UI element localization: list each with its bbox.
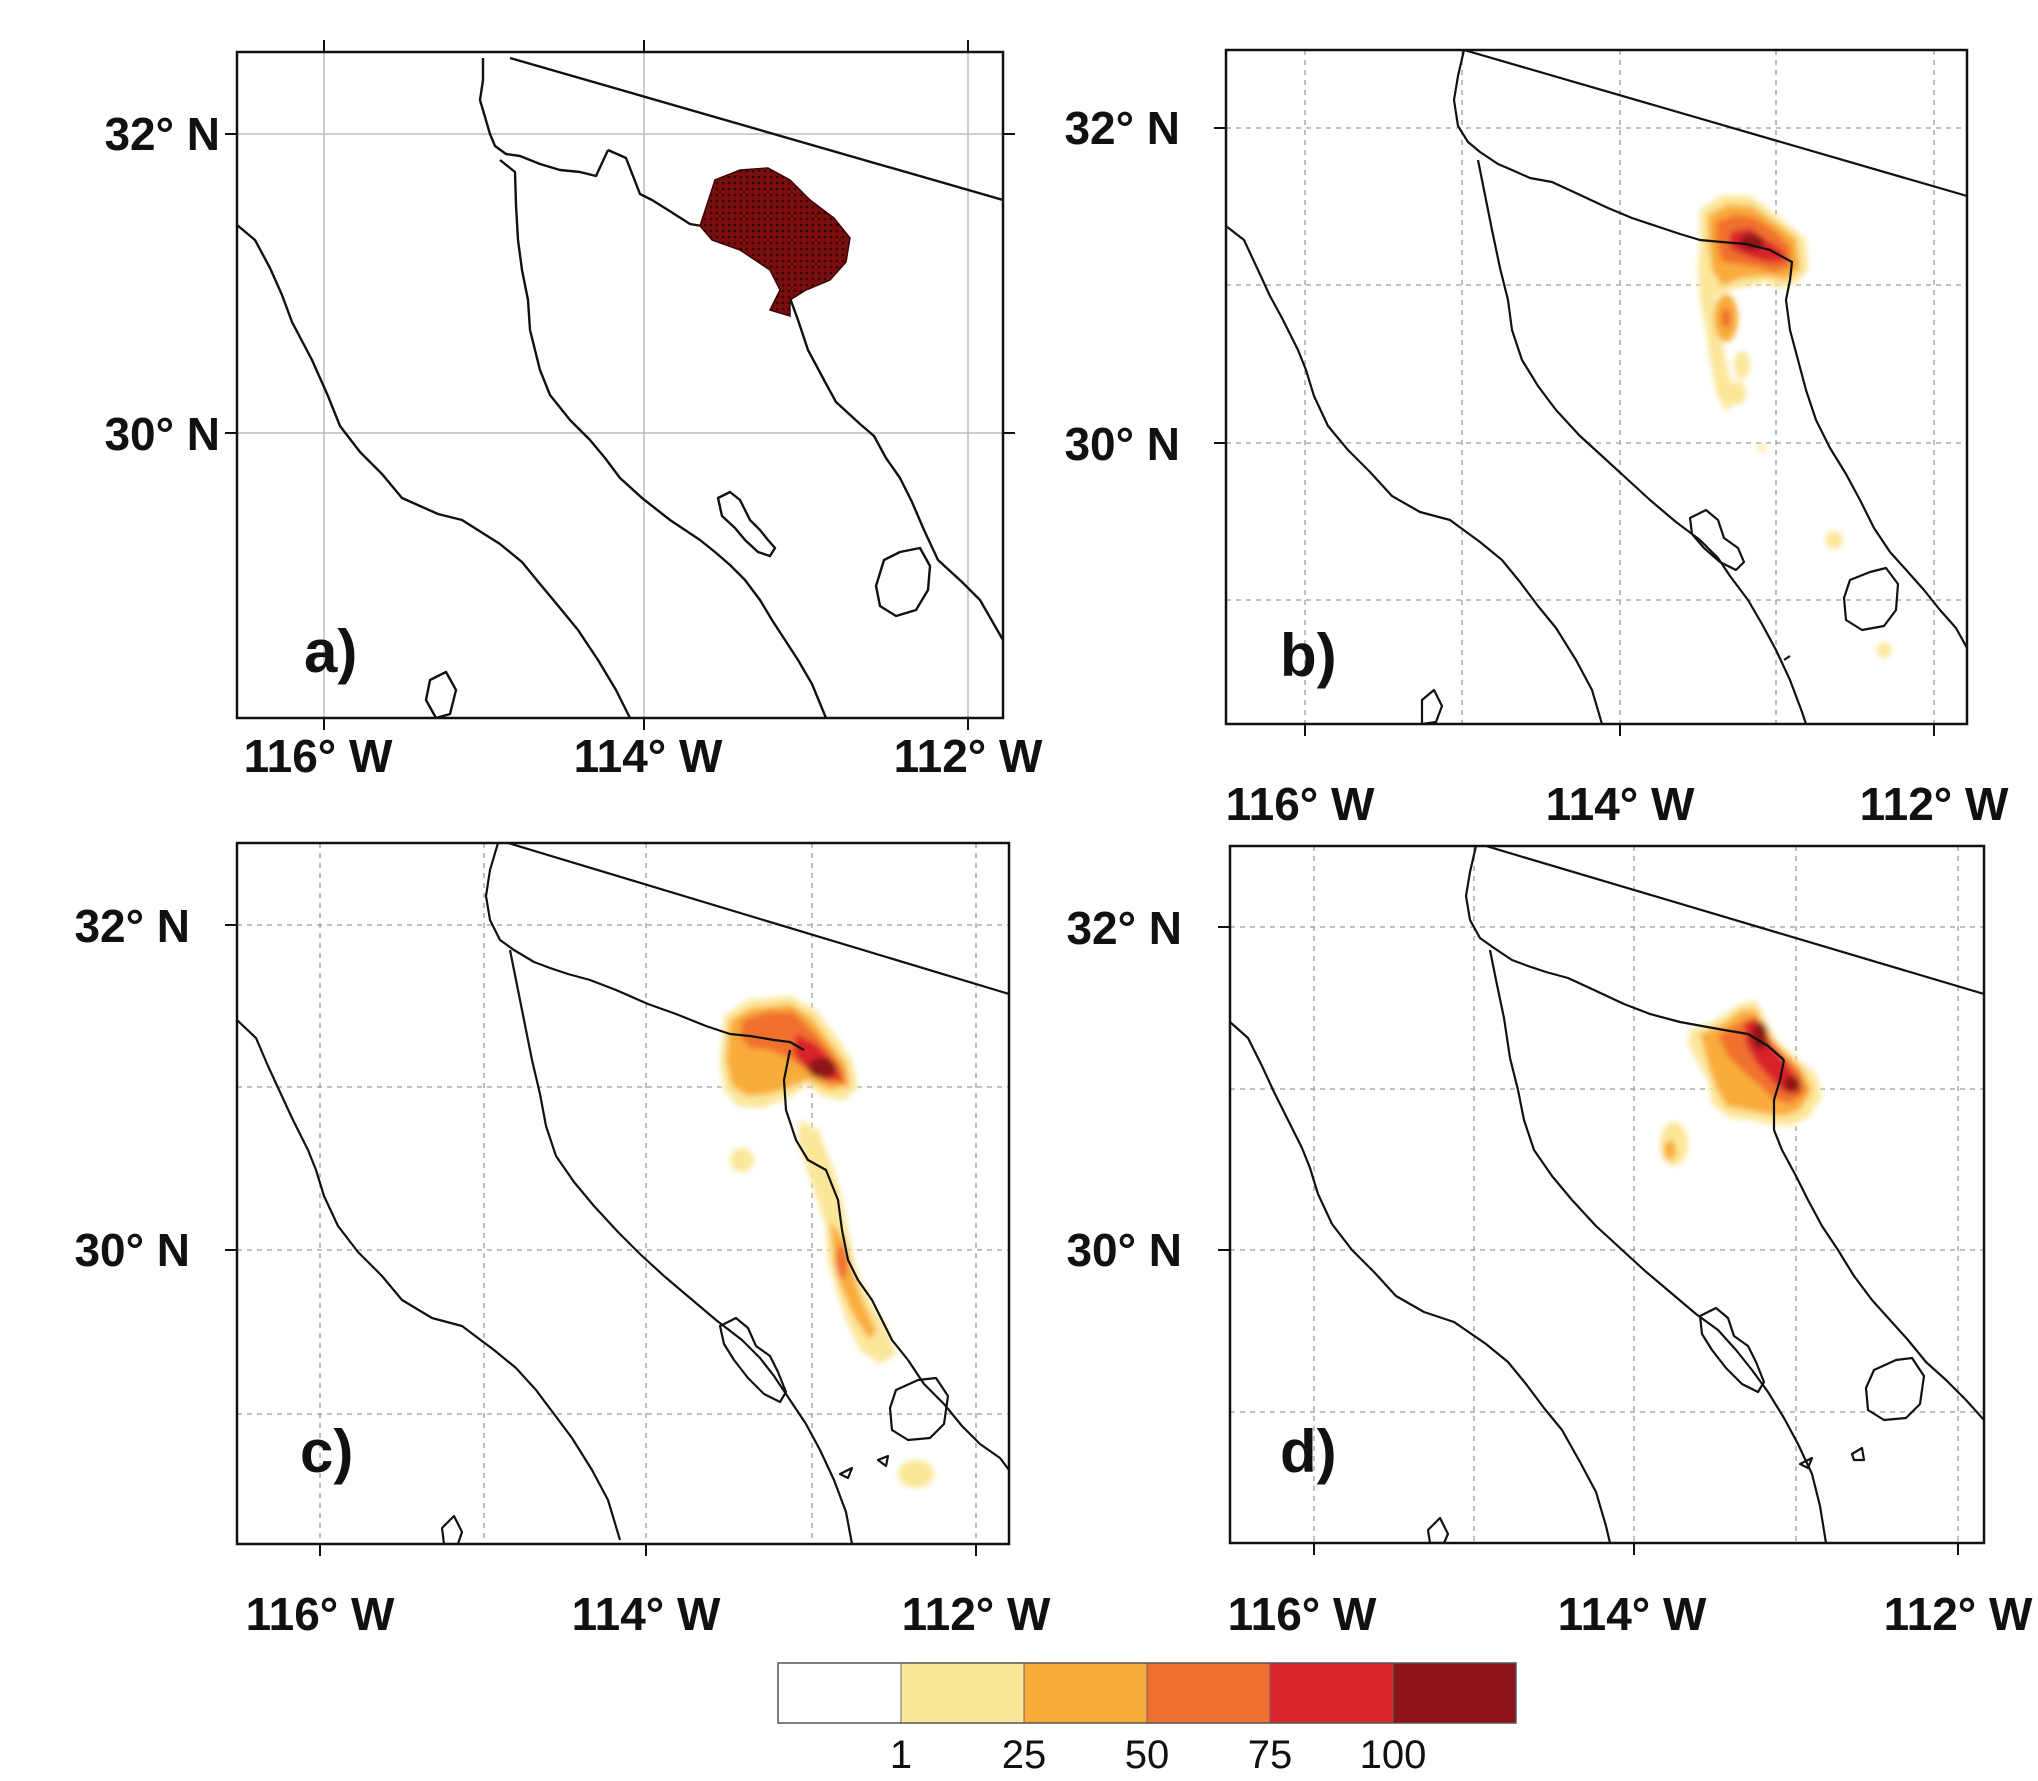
panel-d: 32° N 30° N 116° W 114° W 112° W d): [1066, 844, 2033, 1640]
lat-label-30: 30° N: [1064, 418, 1180, 470]
grid-a: [237, 52, 1003, 718]
grid-c: [237, 843, 1009, 1544]
map-frame-c: [235, 841, 1011, 1546]
panel-label-d: d): [1280, 1418, 1337, 1485]
colorbar-swatch: [1269, 1662, 1394, 1724]
map-frame-b: [1224, 48, 1969, 726]
lat-label-32: 32° N: [74, 900, 190, 952]
ticks-b: [1214, 127, 1935, 736]
lon-label-112: 112° W: [1860, 778, 2009, 830]
coastline-b: [1226, 50, 1967, 724]
lon-label-114: 114° W: [574, 730, 723, 782]
burned-area-b: [1698, 195, 1891, 658]
panel-b: 32° N 30° N 116° W 114° W 112° W b): [1064, 48, 2009, 830]
ticks-a: [225, 40, 1015, 730]
lon-label-112: 112° W: [894, 730, 1043, 782]
panel-a: 32° N 30° N 116° W 114° W 112° W a): [104, 40, 1043, 782]
burned-area-d: [1660, 1000, 1822, 1166]
colorbar-tick-75: 75: [1248, 1733, 1293, 1777]
lat-label-30: 30° N: [74, 1224, 190, 1276]
grid-b: [1226, 50, 1967, 724]
colorbar: 1 25 50 75 100: [777, 1662, 1517, 1777]
lat-label-30: 30° N: [104, 408, 220, 460]
colorbar-tick-1: 1: [890, 1733, 912, 1777]
lon-label-116: 116° W: [1228, 1588, 1377, 1640]
lon-label-112: 112° W: [902, 1588, 1051, 1640]
coastline-c: [237, 843, 1009, 1544]
colorbar-swatch: [1023, 1662, 1148, 1724]
lon-label-114: 114° W: [1558, 1588, 1707, 1640]
lat-label-32: 32° N: [1064, 102, 1180, 154]
colorbar-swatch: [1146, 1662, 1271, 1724]
colorbar-swatch: [777, 1662, 902, 1724]
lon-label-114: 114° W: [572, 1588, 721, 1640]
fire-perimeter: [699, 167, 851, 318]
panel-label-a: a): [304, 618, 357, 685]
lon-label-116: 116° W: [246, 1588, 395, 1640]
coastline-d: [1230, 846, 1984, 1543]
map-frame-a: [235, 50, 1005, 720]
panel-label-b: b): [1280, 622, 1337, 689]
coastline-a: [237, 56, 1003, 718]
lon-label-112: 112° W: [1884, 1588, 2033, 1640]
lat-label-30: 30° N: [1066, 1224, 1182, 1276]
colorbar-swatch: [1392, 1662, 1517, 1724]
colorbar-tick-25: 25: [1002, 1733, 1047, 1777]
lon-label-116: 116° W: [1226, 778, 1375, 830]
map-frame-d: [1228, 844, 1986, 1545]
panel-c: 32° N 30° N 116° W 114° W 112° W c): [74, 841, 1051, 1640]
lat-label-32: 32° N: [104, 108, 220, 160]
colorbar-tick-50: 50: [1125, 1733, 1170, 1777]
lon-label-116: 116° W: [244, 730, 393, 782]
grid-d: [1230, 846, 1984, 1543]
colorbar-frame: [777, 1662, 1517, 1724]
panel-label-c: c): [300, 1418, 353, 1485]
colorbar-tick-100: 100: [1360, 1733, 1427, 1777]
ticks-d: [1218, 926, 1959, 1555]
colorbar-swatches: [777, 1662, 1517, 1724]
lat-label-32: 32° N: [1066, 902, 1182, 954]
colorbar-swatch: [900, 1662, 1025, 1724]
ticks-c: [225, 924, 977, 1556]
lon-label-114: 114° W: [1546, 778, 1695, 830]
